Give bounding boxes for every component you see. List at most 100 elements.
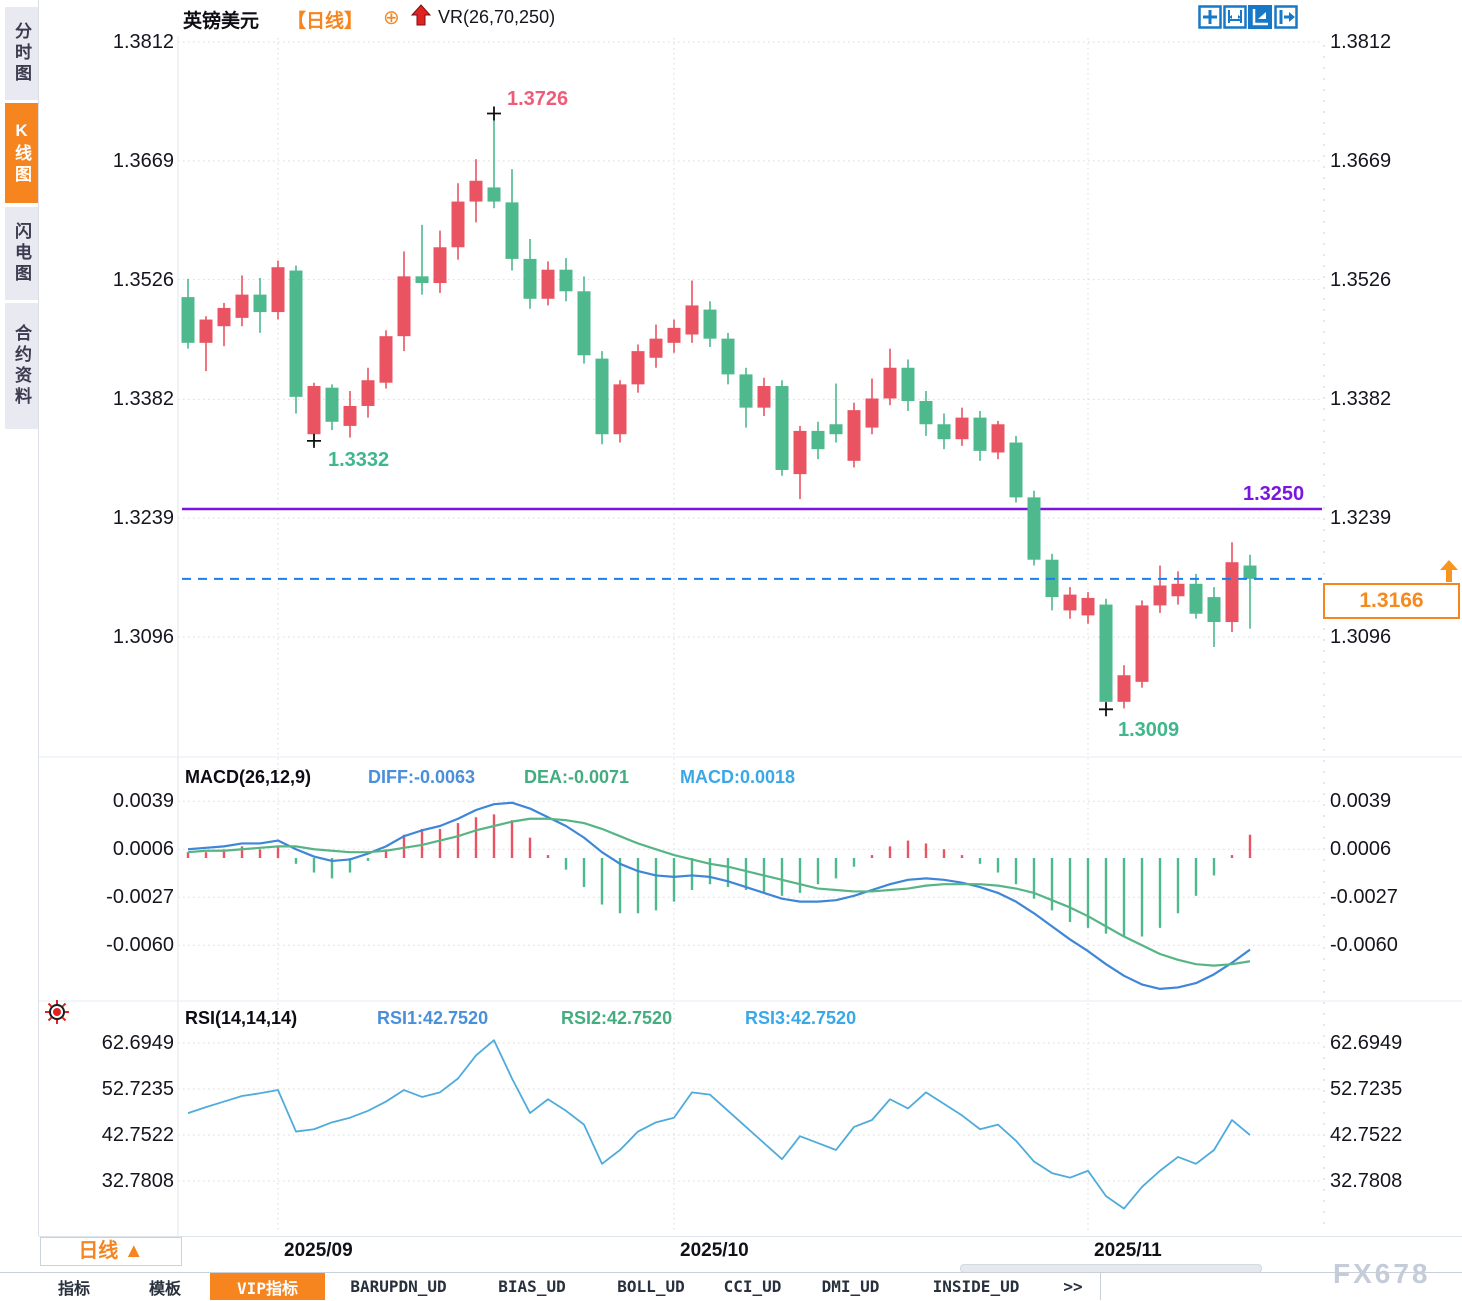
rsi-axis-label: 42.7522 bbox=[1330, 1124, 1403, 1146]
candle-body bbox=[577, 291, 591, 356]
bottom-tab->>[interactable]: >> bbox=[1046, 1273, 1101, 1300]
time-axis-label: 2025/10 bbox=[680, 1240, 749, 1261]
candle-body bbox=[307, 386, 321, 435]
add-indicator-icon[interactable]: ⊕ bbox=[383, 7, 400, 29]
candle-body bbox=[325, 387, 339, 422]
macd-dea-line bbox=[187, 817, 1251, 967]
candle-body bbox=[919, 400, 933, 425]
candle-body bbox=[433, 247, 447, 283]
sidebar-divider bbox=[38, 0, 39, 1236]
bottom-tab-barupdn_ud[interactable]: BARUPDN_UD bbox=[325, 1273, 473, 1300]
candle-body bbox=[901, 367, 915, 401]
candle-body bbox=[829, 424, 843, 435]
macd-diff-value: DIFF:-0.0063 bbox=[368, 767, 476, 787]
pan-right-icon[interactable] bbox=[1274, 5, 1298, 29]
candle-body bbox=[271, 267, 285, 313]
indicator-label[interactable]: VR(26,70,250) bbox=[438, 7, 556, 27]
bottom-tab-boll_ud[interactable]: BOLL_UD bbox=[592, 1273, 711, 1300]
candle-body bbox=[451, 201, 465, 248]
macd-axis-label: -0.0060 bbox=[1330, 934, 1398, 957]
price-axis-label: 1.3526 bbox=[1330, 268, 1392, 291]
price-up-arrow-icon bbox=[1440, 560, 1458, 582]
bottom-tab-vip[interactable]: VIP指标 bbox=[210, 1273, 325, 1300]
indicator-settings-icon[interactable] bbox=[42, 998, 72, 1028]
candle-body bbox=[865, 398, 879, 428]
red-up-arrow-icon bbox=[410, 4, 432, 26]
macd-title[interactable]: MACD(26,12,9) bbox=[185, 767, 312, 787]
zoom-x-icon[interactable] bbox=[1223, 5, 1247, 29]
bottom-tab-bias_ud[interactable]: BIAS_UD bbox=[472, 1273, 593, 1300]
rsi1-value: RSI1:42.7520 bbox=[377, 1008, 489, 1028]
candle-body bbox=[703, 309, 717, 339]
period-tag[interactable]: 【日线】 bbox=[287, 11, 364, 32]
candle-body bbox=[1153, 585, 1167, 606]
price-axis-label: 1.3382 bbox=[1330, 388, 1392, 411]
candle-body bbox=[217, 307, 231, 327]
price-axis-label: 1.3812 bbox=[1330, 31, 1392, 53]
price-axis-label: 1.3096 bbox=[112, 625, 174, 648]
candle-body bbox=[199, 319, 213, 343]
sidebar-tab-1[interactable]: 分时图 bbox=[5, 7, 38, 100]
rsi-line bbox=[187, 1039, 1251, 1210]
candle-body bbox=[235, 294, 249, 318]
rsi2-value: RSI2:42.7520 bbox=[561, 1008, 673, 1028]
candle-body bbox=[595, 358, 609, 435]
bottom-tab-cci_ud[interactable]: CCI_UD bbox=[710, 1273, 796, 1300]
candle-body bbox=[1009, 442, 1023, 498]
candle-body bbox=[397, 276, 411, 337]
extreme-marker bbox=[1099, 702, 1113, 717]
price-axis-label: 1.3096 bbox=[1330, 625, 1392, 648]
bottom-tab-[interactable]: 指标 bbox=[28, 1273, 121, 1300]
price-axis-label: 1.3526 bbox=[112, 268, 174, 291]
candle-body bbox=[523, 258, 537, 299]
candle-body bbox=[739, 374, 753, 408]
rsi-axis-label: 32.7808 bbox=[101, 1169, 174, 1192]
high-price-label: 1.3726 bbox=[507, 88, 569, 110]
candle-body bbox=[883, 367, 897, 399]
candle-body bbox=[793, 430, 807, 475]
candle-body bbox=[1063, 594, 1077, 611]
candle-body bbox=[379, 336, 393, 383]
rsi-title[interactable]: RSI(14,14,14) bbox=[185, 1008, 298, 1028]
sidebar-tab-4[interactable]: 合约资料 bbox=[5, 303, 38, 429]
last-price-tag: 1.3166 bbox=[1323, 583, 1460, 619]
auto-fit-icon[interactable] bbox=[1248, 5, 1272, 29]
panel-separator bbox=[39, 1236, 1462, 1237]
candle-body bbox=[721, 338, 735, 375]
candle-body bbox=[361, 380, 375, 406]
candle-body bbox=[937, 424, 951, 440]
extreme-marker bbox=[487, 106, 501, 121]
candle-body bbox=[631, 351, 645, 385]
price-axis-label: 1.3812 bbox=[112, 31, 174, 53]
candle-body bbox=[1225, 562, 1239, 623]
bottom-tab-inside_ud[interactable]: INSIDE_UD bbox=[906, 1273, 1047, 1300]
price-axis-label: 1.3239 bbox=[1330, 507, 1392, 530]
rsi3-value: RSI3:42.7520 bbox=[745, 1008, 857, 1028]
candle-body bbox=[541, 269, 555, 299]
period-selector-button[interactable]: 日线 ▲ bbox=[40, 1237, 182, 1266]
crosshair-icon[interactable] bbox=[1198, 5, 1222, 29]
macd-axis-label: 0.0039 bbox=[112, 790, 174, 813]
macd-axis-label: -0.0027 bbox=[1330, 886, 1398, 909]
rsi-axis-label: 42.7522 bbox=[101, 1124, 174, 1146]
site-watermark: FX678 bbox=[1333, 1258, 1431, 1289]
sidebar-tab-2[interactable]: K线图 bbox=[5, 103, 38, 203]
candle-body bbox=[991, 424, 1005, 453]
candle-body bbox=[1027, 497, 1041, 560]
candle-body bbox=[1207, 597, 1221, 623]
price-axis-label: 1.3669 bbox=[112, 149, 174, 172]
bottom-tab-[interactable]: 模板 bbox=[120, 1273, 211, 1300]
candle-body bbox=[1081, 597, 1095, 616]
sidebar-tab-3[interactable]: 闪电图 bbox=[5, 207, 38, 300]
macd-axis-label: 0.0006 bbox=[1330, 838, 1392, 861]
candle-body bbox=[847, 410, 861, 461]
candle-body bbox=[415, 276, 429, 283]
candle-body bbox=[253, 294, 267, 313]
symbol-title: 英镑美元 bbox=[183, 11, 260, 32]
candle-body bbox=[1171, 583, 1185, 597]
bottom-tab-dmi_ud[interactable]: DMI_UD bbox=[795, 1273, 907, 1300]
macd-value: MACD:0.0018 bbox=[680, 767, 796, 787]
candle-body bbox=[289, 270, 303, 397]
candle-body bbox=[649, 338, 663, 358]
